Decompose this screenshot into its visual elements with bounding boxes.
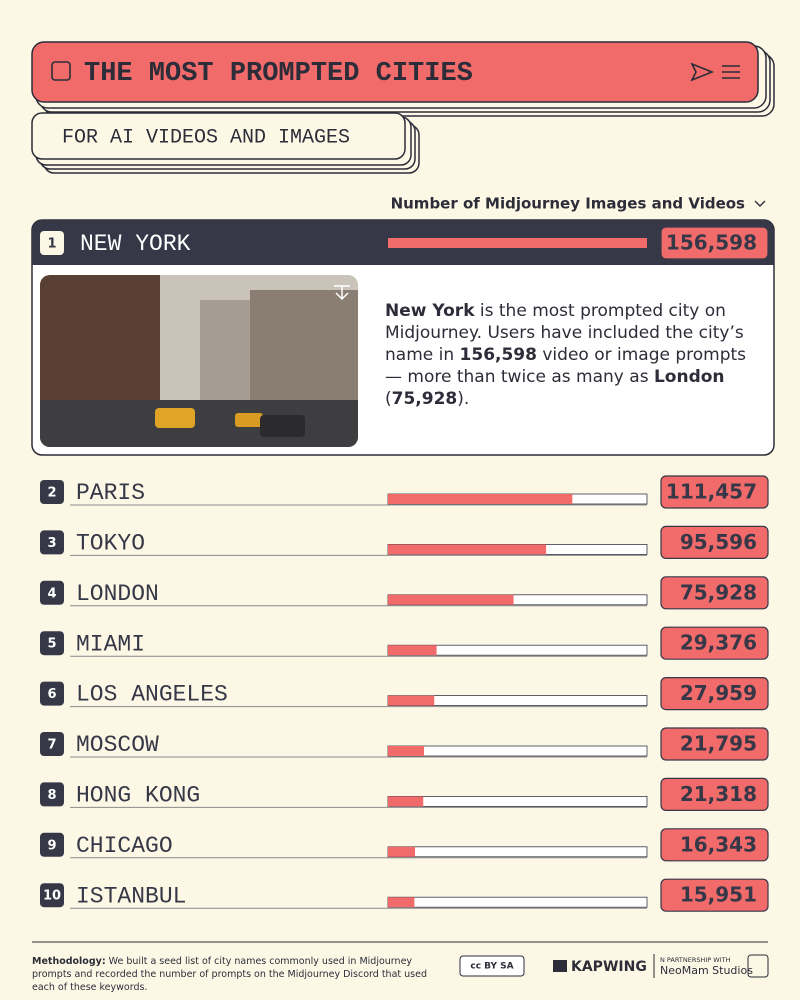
category-label: LOS ANGELES <box>76 682 228 708</box>
title-banner <box>31 41 759 103</box>
description-segment: ( <box>385 389 392 409</box>
value-label: 21,318 <box>680 782 757 806</box>
rank: 2 <box>47 486 56 501</box>
value-box <box>660 576 769 610</box>
bar-track <box>387 745 648 757</box>
partner-note: N PARTNERSHIP WITH <box>660 956 731 964</box>
description-segment: 75,928 <box>391 389 458 409</box>
bar <box>388 746 425 756</box>
kapwing-logo <box>553 960 567 972</box>
license-badge <box>459 955 525 977</box>
methodology: Methodology: We built a seed list of cit… <box>32 955 442 994</box>
bar <box>388 796 424 807</box>
rank: 7 <box>47 738 56 753</box>
rank-badge <box>40 883 64 908</box>
rank-badge <box>40 681 64 706</box>
value-label: 111,457 <box>666 480 757 504</box>
category-label: NEW YORK <box>80 231 191 257</box>
partner-logo <box>747 954 769 978</box>
category-label: LONDON <box>76 581 159 607</box>
value-label: 95,596 <box>680 530 757 554</box>
description-segment: is the most prompted city on Midjourney.… <box>385 301 744 365</box>
category-label: CHICAGO <box>76 833 173 859</box>
rank-badge <box>40 580 64 605</box>
bar <box>388 594 514 605</box>
category-label: MIAMI <box>76 631 145 657</box>
bar-track <box>387 896 648 908</box>
value-box <box>660 525 769 560</box>
rank-badge <box>40 480 64 504</box>
rank-badge <box>40 631 64 656</box>
rank: 10 <box>43 889 61 904</box>
rank: 1 <box>47 237 56 252</box>
value-label: 27,959 <box>680 681 757 705</box>
rank-badge <box>40 231 64 255</box>
bar <box>388 695 435 706</box>
dropdown-icon[interactable] <box>754 200 766 207</box>
license: cc BY SA <box>470 962 513 972</box>
chart-title: THE MOST PROMPTED CITIES <box>84 59 473 89</box>
rank-badge <box>40 782 64 807</box>
rank: 5 <box>47 637 56 652</box>
description-segment: London <box>653 367 725 387</box>
rank: 8 <box>47 788 56 803</box>
rank: 4 <box>47 586 56 601</box>
value-label: 16,343 <box>680 832 757 856</box>
settings-icon[interactable] <box>722 65 740 79</box>
value-box <box>660 727 769 761</box>
value-box <box>660 475 769 509</box>
value-label: 21,795 <box>680 732 757 756</box>
value-label: 75,928 <box>680 580 757 604</box>
methodology-label: Methodology: <box>32 956 106 967</box>
rank-badge <box>40 832 64 857</box>
category-label: TOKYO <box>76 530 145 556</box>
bar-track <box>387 846 648 858</box>
bar-track <box>387 796 648 807</box>
value-label: 29,376 <box>680 631 757 655</box>
rank: 3 <box>47 536 56 551</box>
rank-badge <box>40 530 64 555</box>
methodology-text: We built a seed list of city names commo… <box>32 956 427 993</box>
category-label: MOSCOW <box>76 732 159 758</box>
value-label: 156,598 <box>666 231 757 255</box>
value-label: 15,951 <box>680 883 757 907</box>
category-label: ISTANBUL <box>76 883 186 909</box>
partner: NeoMam Studios <box>660 964 753 977</box>
value-box <box>660 777 769 812</box>
value-box <box>660 676 769 711</box>
chart-subtitle: FOR AI VIDEOS AND IMAGES <box>62 126 350 149</box>
rank-badge <box>40 732 64 756</box>
rank: 9 <box>47 838 56 853</box>
category-label: HONG KONG <box>76 782 200 808</box>
rank: 6 <box>47 687 56 702</box>
image-icon <box>51 61 71 81</box>
description-segment: 156,598 <box>459 345 537 365</box>
brand: KAPWING <box>571 959 647 975</box>
value-box <box>660 226 769 260</box>
bar <box>388 544 547 555</box>
city-photo <box>40 275 358 447</box>
description-segment: ). <box>457 389 470 409</box>
send-icon[interactable] <box>690 62 715 82</box>
value-box <box>660 878 769 912</box>
value-box <box>660 828 769 862</box>
value-box <box>660 626 769 660</box>
axis-label[interactable]: Number of Midjourney Images and Videos <box>391 195 745 213</box>
subtitle-box <box>31 112 406 160</box>
description-segment: video or image prompts — more than twice… <box>385 345 747 387</box>
bar <box>388 238 647 248</box>
description-segment: New York <box>385 301 475 321</box>
bar <box>388 897 415 908</box>
bar <box>388 645 437 656</box>
category-label: PARIS <box>76 480 145 506</box>
bar <box>388 846 416 857</box>
description: New York is the most prompted city on Mi… <box>385 300 760 410</box>
bar <box>388 494 573 504</box>
